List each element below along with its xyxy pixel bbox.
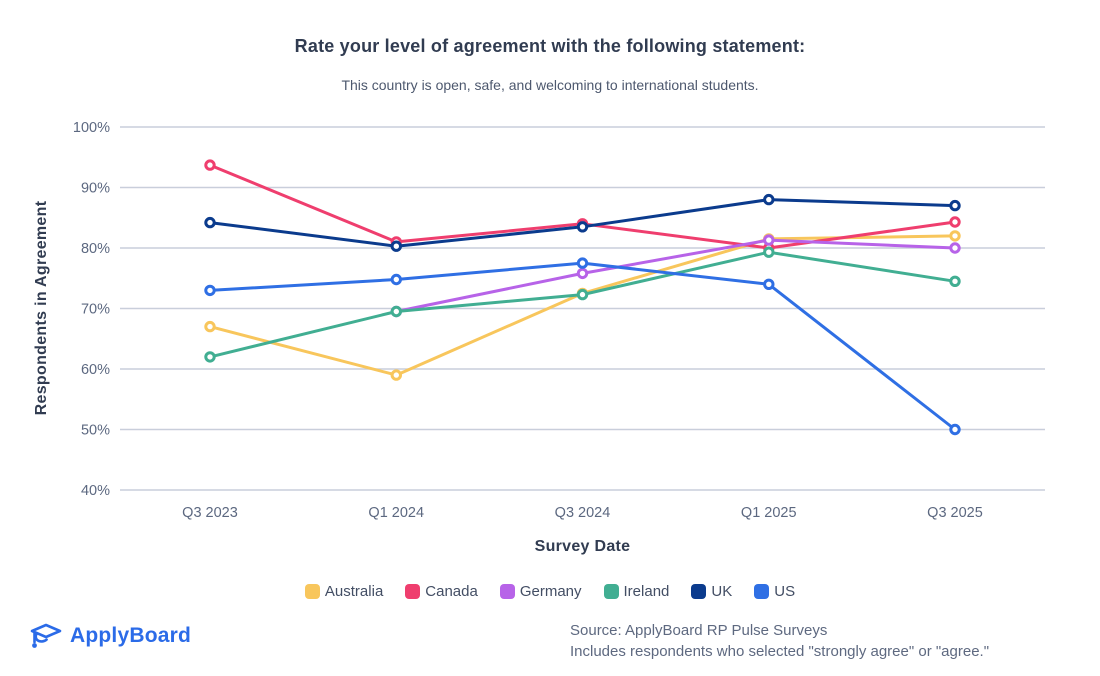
y-tick-label: 40%	[81, 483, 110, 499]
legend-swatch-uk	[691, 584, 707, 599]
data-point-germany-3	[763, 234, 775, 246]
applyboard-logo-text: ApplyBoard	[70, 624, 192, 647]
data-point-australia-0	[204, 320, 216, 333]
data-point-ireland-0	[204, 351, 216, 363]
data-point-canada-4	[949, 216, 961, 228]
x-tick-label: Q3 2023	[182, 505, 238, 521]
chart-subtitle: This country is open, safe, and welcomin…	[341, 77, 759, 93]
legend-item-australia[interactable]: Australia	[304, 583, 384, 600]
source-text: Source: ApplyBoard RP Pulse Surveys Incl…	[570, 620, 989, 662]
series-line-germany	[394, 238, 957, 313]
y-tick-label: 50%	[81, 423, 110, 439]
data-point-ireland-3	[763, 246, 775, 258]
applyboard-logo: ApplyBoard	[28, 620, 191, 652]
chart-legend: Australia Canada Germany Ireland UK US	[0, 583, 1100, 600]
legend-swatch-us	[754, 584, 770, 599]
legend-label: Canada	[425, 583, 478, 600]
x-axis-title: Survey Date	[534, 538, 631, 555]
data-point-uk-1	[390, 240, 402, 252]
legend-item-ireland[interactable]: Ireland	[603, 583, 670, 600]
legend-item-canada[interactable]: Canada	[405, 583, 478, 600]
source-line-1: Source: ApplyBoard RP Pulse Surveys	[570, 622, 828, 639]
data-point-ireland-1	[390, 305, 402, 318]
legend-item-uk[interactable]: UK	[691, 583, 732, 600]
legend-label: Ireland	[623, 583, 670, 600]
data-point-us-4	[949, 423, 961, 436]
y-tick-label: 70%	[81, 302, 110, 318]
y-tick-label: 90%	[81, 181, 110, 197]
legend-swatch-ireland	[603, 584, 619, 599]
data-point-australia-4	[949, 230, 961, 242]
data-point-uk-3	[763, 193, 775, 206]
data-point-uk-0	[204, 216, 216, 229]
data-point-ireland-4	[949, 275, 961, 287]
legend-swatch-canada	[405, 584, 421, 599]
legend-label: Australia	[324, 583, 384, 600]
x-tick-label: Q3 2024	[555, 505, 611, 521]
legend-swatch-germany	[499, 584, 515, 599]
y-tick-label: 60%	[81, 362, 110, 378]
applyboard-logo-icon	[30, 623, 62, 648]
chart-title: Rate your level of agreement with the fo…	[294, 36, 806, 56]
data-point-us-2	[576, 257, 589, 269]
x-tick-label: Q1 2025	[741, 505, 797, 521]
y-axis-title: Respondents in Agreement	[33, 200, 50, 416]
data-point-germany-4	[949, 242, 961, 254]
legend-item-germany[interactable]: Germany	[499, 583, 582, 600]
data-point-uk-2	[576, 221, 589, 233]
data-point-uk-4	[949, 199, 961, 212]
y-tick-label: 100%	[73, 120, 110, 136]
chart-canvas: 40% 50% 60% 70% 80% 90% 100% Q3 2023 Q1 2024 Q3 2…	[73, 120, 1045, 521]
data-point-us-1	[390, 273, 402, 286]
data-point-us-0	[204, 284, 216, 297]
legend-label: Germany	[519, 583, 582, 600]
x-tick-label: Q3 2025	[927, 505, 983, 521]
y-tick-label: 80%	[81, 241, 110, 257]
data-point-us-3	[763, 278, 775, 290]
legend-label: UK	[711, 583, 733, 600]
data-point-canada-0	[204, 159, 216, 171]
source-line-2: Includes respondents who selected "stron…	[570, 643, 990, 660]
legend-item-us[interactable]: US	[754, 583, 795, 600]
data-point-australia-1	[390, 369, 402, 381]
data-point-germany-2	[576, 267, 589, 280]
series-line-australia	[208, 234, 957, 377]
legend-swatch-australia	[304, 584, 320, 599]
x-tick-label: Q1 2024	[368, 505, 424, 521]
data-point-ireland-2	[576, 288, 589, 301]
legend-label: US	[774, 583, 796, 600]
